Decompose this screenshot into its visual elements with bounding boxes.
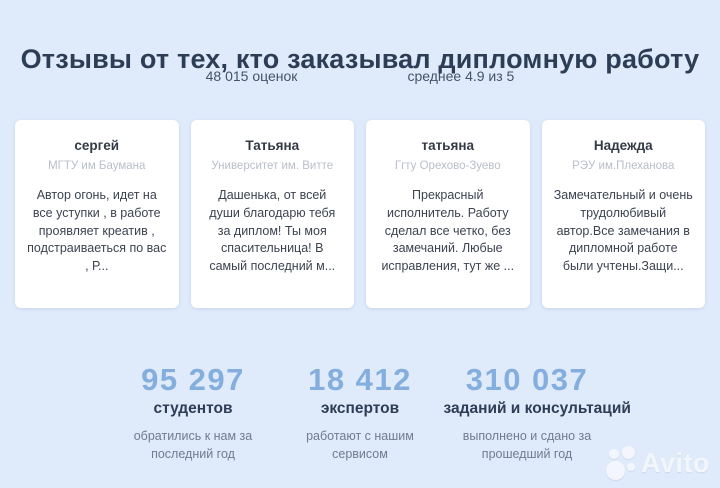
stat-description: выполнено и сдано за прошедший год	[462, 428, 592, 462]
reviewer-name: Надежда	[593, 138, 653, 153]
stat-label: заданий и консультаций	[443, 399, 631, 417]
stat-value: 18 412	[308, 362, 412, 397]
reviewer-school: РЭУ им.Плеханова	[572, 160, 675, 172]
stat-experts: 18 412 экспертов работают с нашим сервис…	[277, 362, 444, 464]
reviewer-school: МГТУ им Баумана	[48, 160, 146, 172]
reviewer-name: татьяна	[421, 138, 475, 153]
avito-watermark: Avito	[606, 446, 710, 480]
page-title: Отзывы от тех, кто заказывал дипломную р…	[20, 44, 700, 75]
avito-dot	[606, 461, 625, 480]
stat-tasks: 310 037 заданий и консультаций выполнено…	[443, 362, 631, 464]
stats-row: 95 297 студентов обратились к нам за пос…	[0, 362, 720, 464]
review-text: Автор огонь, идет на все уступки , в раб…	[27, 188, 167, 273]
review-text: Дашенька, от всей души благодарю тебя за…	[209, 188, 336, 273]
review-cards: сергей МГТУ им Баумана Автор огонь, идет…	[15, 120, 705, 308]
avito-dot	[622, 446, 635, 459]
stat-label: студентов	[153, 399, 233, 417]
stat-description: обратились к нам за последний год	[133, 428, 253, 462]
stat-description: работают с нашим сервисом	[306, 428, 414, 462]
reviewer-name: Татьяна	[245, 138, 300, 153]
avito-brand-text: Avito	[641, 447, 710, 478]
avito-dot	[609, 449, 619, 459]
review-text: Прекрасный исполнитель. Работу сделал вс…	[381, 188, 515, 273]
stat-value: 95 297	[141, 362, 245, 397]
reviewer-name: сергей	[74, 138, 120, 153]
reviewer-school: Ггту Орехово-Зуево	[394, 160, 501, 172]
review-card: Надежда РЭУ им.Плеханова Замечательный и…	[541, 120, 705, 308]
review-card: Татьяна Университет им. Витте Дашенька, …	[190, 120, 354, 308]
stat-value: 310 037	[465, 362, 589, 397]
average-rating: среднее 4.9 из 5	[407, 68, 515, 84]
stat-students: 95 297 студентов обратились к нам за пос…	[110, 362, 277, 464]
stat-label: экспертов	[320, 399, 400, 417]
reviewer-school: Университет им. Витте	[211, 160, 334, 172]
avito-dot	[627, 463, 635, 471]
ratings-count: 48 015 оценок	[205, 68, 298, 84]
avito-logo-icon	[606, 446, 638, 480]
review-card: татьяна Ггту Орехово-Зуево Прекрасный ис…	[366, 120, 530, 308]
rating-summary: 48 015 оценок среднее 4.9 из 5	[0, 68, 720, 84]
review-card: сергей МГТУ им Баумана Автор огонь, идет…	[15, 120, 179, 308]
review-text: Замечательный и очень трудолюбивый автор…	[553, 188, 693, 273]
